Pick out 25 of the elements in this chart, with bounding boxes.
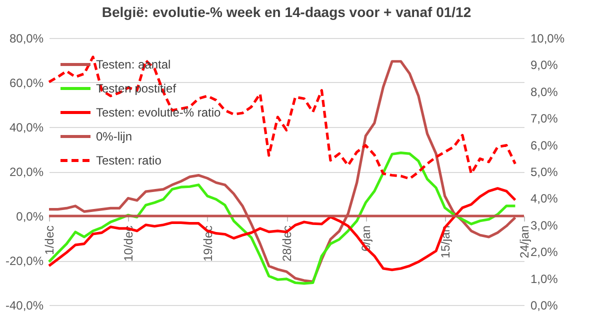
y-tick-label: 80,0% bbox=[9, 32, 44, 46]
y-tick-label: 0,0% bbox=[16, 210, 44, 224]
y-tick-label: 20,0% bbox=[9, 165, 44, 179]
y2-tick-label: 2,0% bbox=[530, 245, 558, 260]
legend-label: Testen: evolutie-% ratio bbox=[96, 106, 222, 120]
x-tick-label: 1/dec bbox=[42, 226, 56, 255]
y-tick-label: 60,0% bbox=[9, 76, 44, 90]
y2-tick-label: 9,0% bbox=[530, 58, 558, 72]
y2-tick-label: 3,0% bbox=[530, 218, 558, 232]
y2-tick-label: 0,0% bbox=[530, 298, 558, 312]
x-tick-label: 10/dec bbox=[122, 226, 136, 262]
y2-tick-label: 7,0% bbox=[530, 112, 558, 126]
y-tick-label: -20,0% bbox=[5, 254, 44, 268]
legend-label: Testen: ratio bbox=[96, 154, 162, 168]
y2-tick-label: 6,0% bbox=[530, 138, 558, 152]
chart-title: België: evolutie-% week en 14-daags voor + vanaf 01/12 bbox=[102, 4, 472, 20]
y2-tick-label: 10,0% bbox=[530, 32, 565, 46]
y2-tick-label: 5,0% bbox=[530, 165, 558, 179]
y2-tick-label: 4,0% bbox=[530, 192, 558, 206]
x-tick-label: 24/jan bbox=[518, 226, 532, 258]
y-tick-label: -40,0% bbox=[5, 298, 44, 312]
y-tick-label: 40,0% bbox=[9, 120, 44, 134]
y2-tick-label: 8,0% bbox=[530, 84, 558, 99]
y2-tick-label: 1,0% bbox=[530, 272, 558, 286]
legend-label: 0%-lijn bbox=[96, 130, 132, 144]
